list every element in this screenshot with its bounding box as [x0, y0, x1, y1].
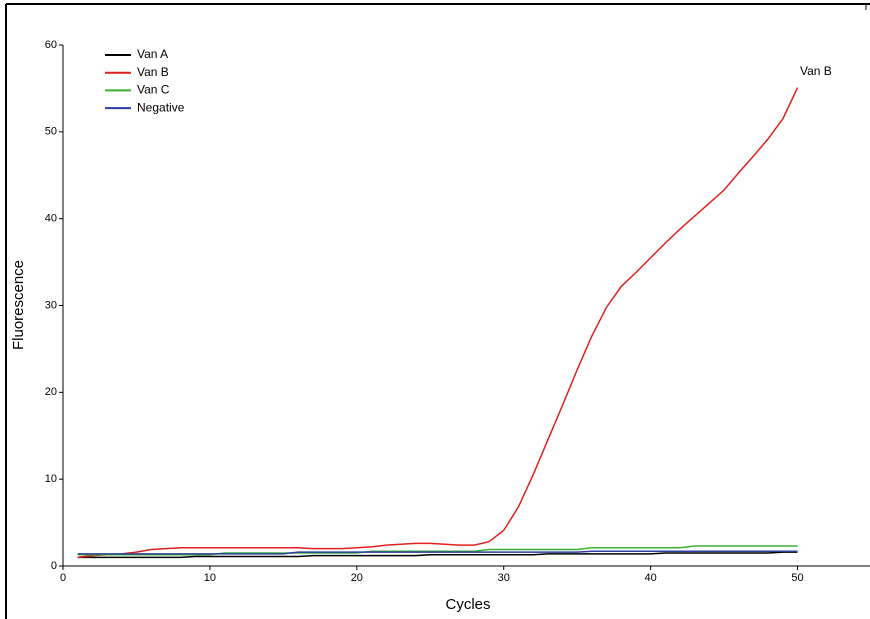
- y-tick-label: 30: [45, 299, 57, 311]
- y-tick-label: 40: [45, 213, 57, 225]
- x-tick-label: 20: [351, 572, 363, 584]
- annotation: Van B: [800, 64, 832, 78]
- series-line: [77, 545, 798, 556]
- y-axis-label: Fluorescence: [10, 260, 27, 350]
- y-tick-label: 0: [51, 560, 57, 572]
- y-tick-label: 20: [45, 386, 57, 398]
- series-line: [77, 550, 798, 555]
- x-tick-label: 30: [498, 572, 510, 584]
- legend-label: Van B: [137, 65, 169, 79]
- x-tick-label: 0: [60, 572, 66, 584]
- y-tick-label: 50: [45, 126, 57, 138]
- series-line: [77, 87, 799, 559]
- x-tick-label: 50: [791, 572, 803, 584]
- x-axis-label: Cycles: [445, 596, 490, 613]
- legend-label: Negative: [137, 100, 185, 114]
- y-tick-label: 60: [45, 39, 57, 51]
- y-tick-label: 10: [45, 473, 57, 485]
- legend-label: Van C: [137, 83, 170, 97]
- x-tick-label: 10: [204, 572, 216, 584]
- x-tick-label: 40: [645, 572, 657, 584]
- legend-label: Van A: [137, 47, 168, 61]
- series-line: [77, 551, 798, 559]
